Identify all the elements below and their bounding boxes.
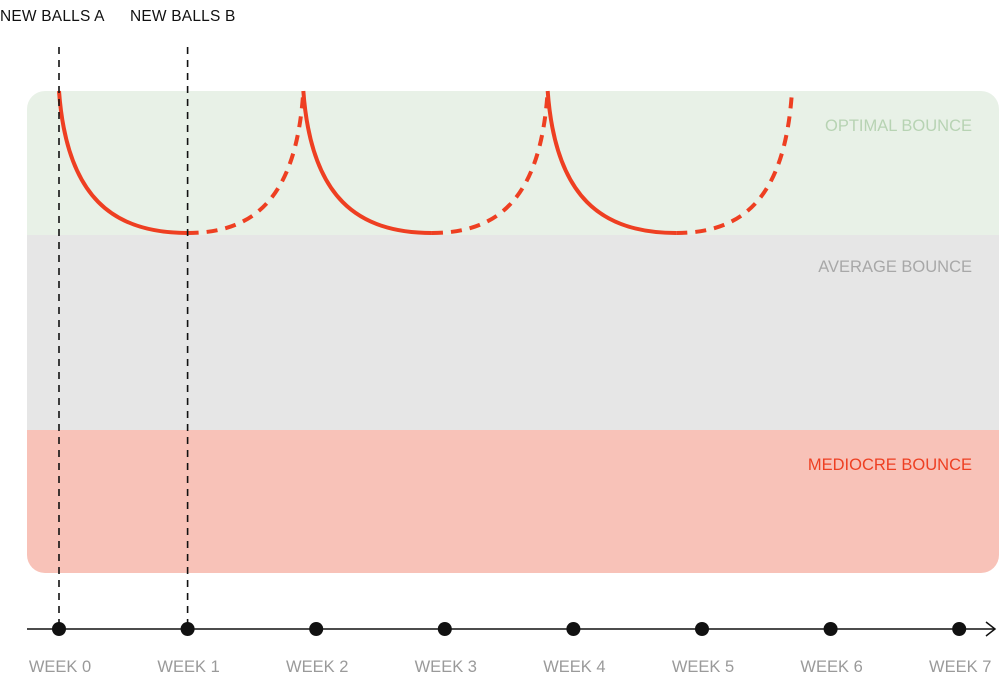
week-3-dot (437, 622, 452, 636)
week-3-label: WEEK 3 (415, 658, 477, 676)
week-1-dot (180, 622, 195, 636)
week-6-dot (823, 622, 838, 636)
week-1-label: WEEK 1 (157, 658, 219, 676)
x-axis-arrow (985, 621, 997, 637)
new-balls-b-label: NEW BALLS B (130, 8, 236, 25)
recovery-curve-3 (676, 90, 795, 235)
recovery-curve-2 (431, 90, 550, 235)
week-5-dot (695, 622, 709, 636)
week-5-label: WEEK 5 (672, 658, 734, 676)
optimal-bounce-label: OPTIMAL BOUNCE (825, 117, 972, 135)
decay-curve-1 (57, 90, 188, 235)
axis-layer: WEEK 0 WEEK 1 WEEK 2 WEEK 3 WEEK 4 WEEK 5 WEEK… (27, 621, 997, 676)
recovery-curve-1 (187, 90, 306, 235)
markers-layer (58, 47, 189, 623)
decay-curve-2 (301, 90, 432, 235)
week-4-dot (566, 622, 581, 636)
week-0-label: WEEK 0 (29, 658, 91, 676)
average-bounce-zone (27, 235, 999, 430)
week-2-dot (309, 622, 324, 636)
week-7-dot (952, 622, 967, 636)
week-7-label: WEEK 7 (929, 658, 991, 676)
mediocre-bounce-zone (27, 430, 999, 573)
zones-layer: OPTIMAL BOUNCE AVERAGE BOUNCE MEDIOCRE BOU… (27, 91, 999, 573)
optimal-bounce-zone (27, 91, 999, 235)
mediocre-bounce-label: MEDIOCRE BOUNCE (808, 456, 972, 474)
new-balls-a-label: NEW BALLS A (0, 8, 105, 25)
average-bounce-label: AVERAGE BOUNCE (818, 258, 972, 276)
curves-layer (57, 90, 795, 235)
week-6-label: WEEK 6 (800, 658, 862, 676)
week-0-dot (52, 622, 66, 636)
decay-curve-3 (545, 90, 677, 235)
week-2-label: WEEK 2 (286, 658, 348, 676)
week-4-label: WEEK 4 (543, 658, 605, 676)
